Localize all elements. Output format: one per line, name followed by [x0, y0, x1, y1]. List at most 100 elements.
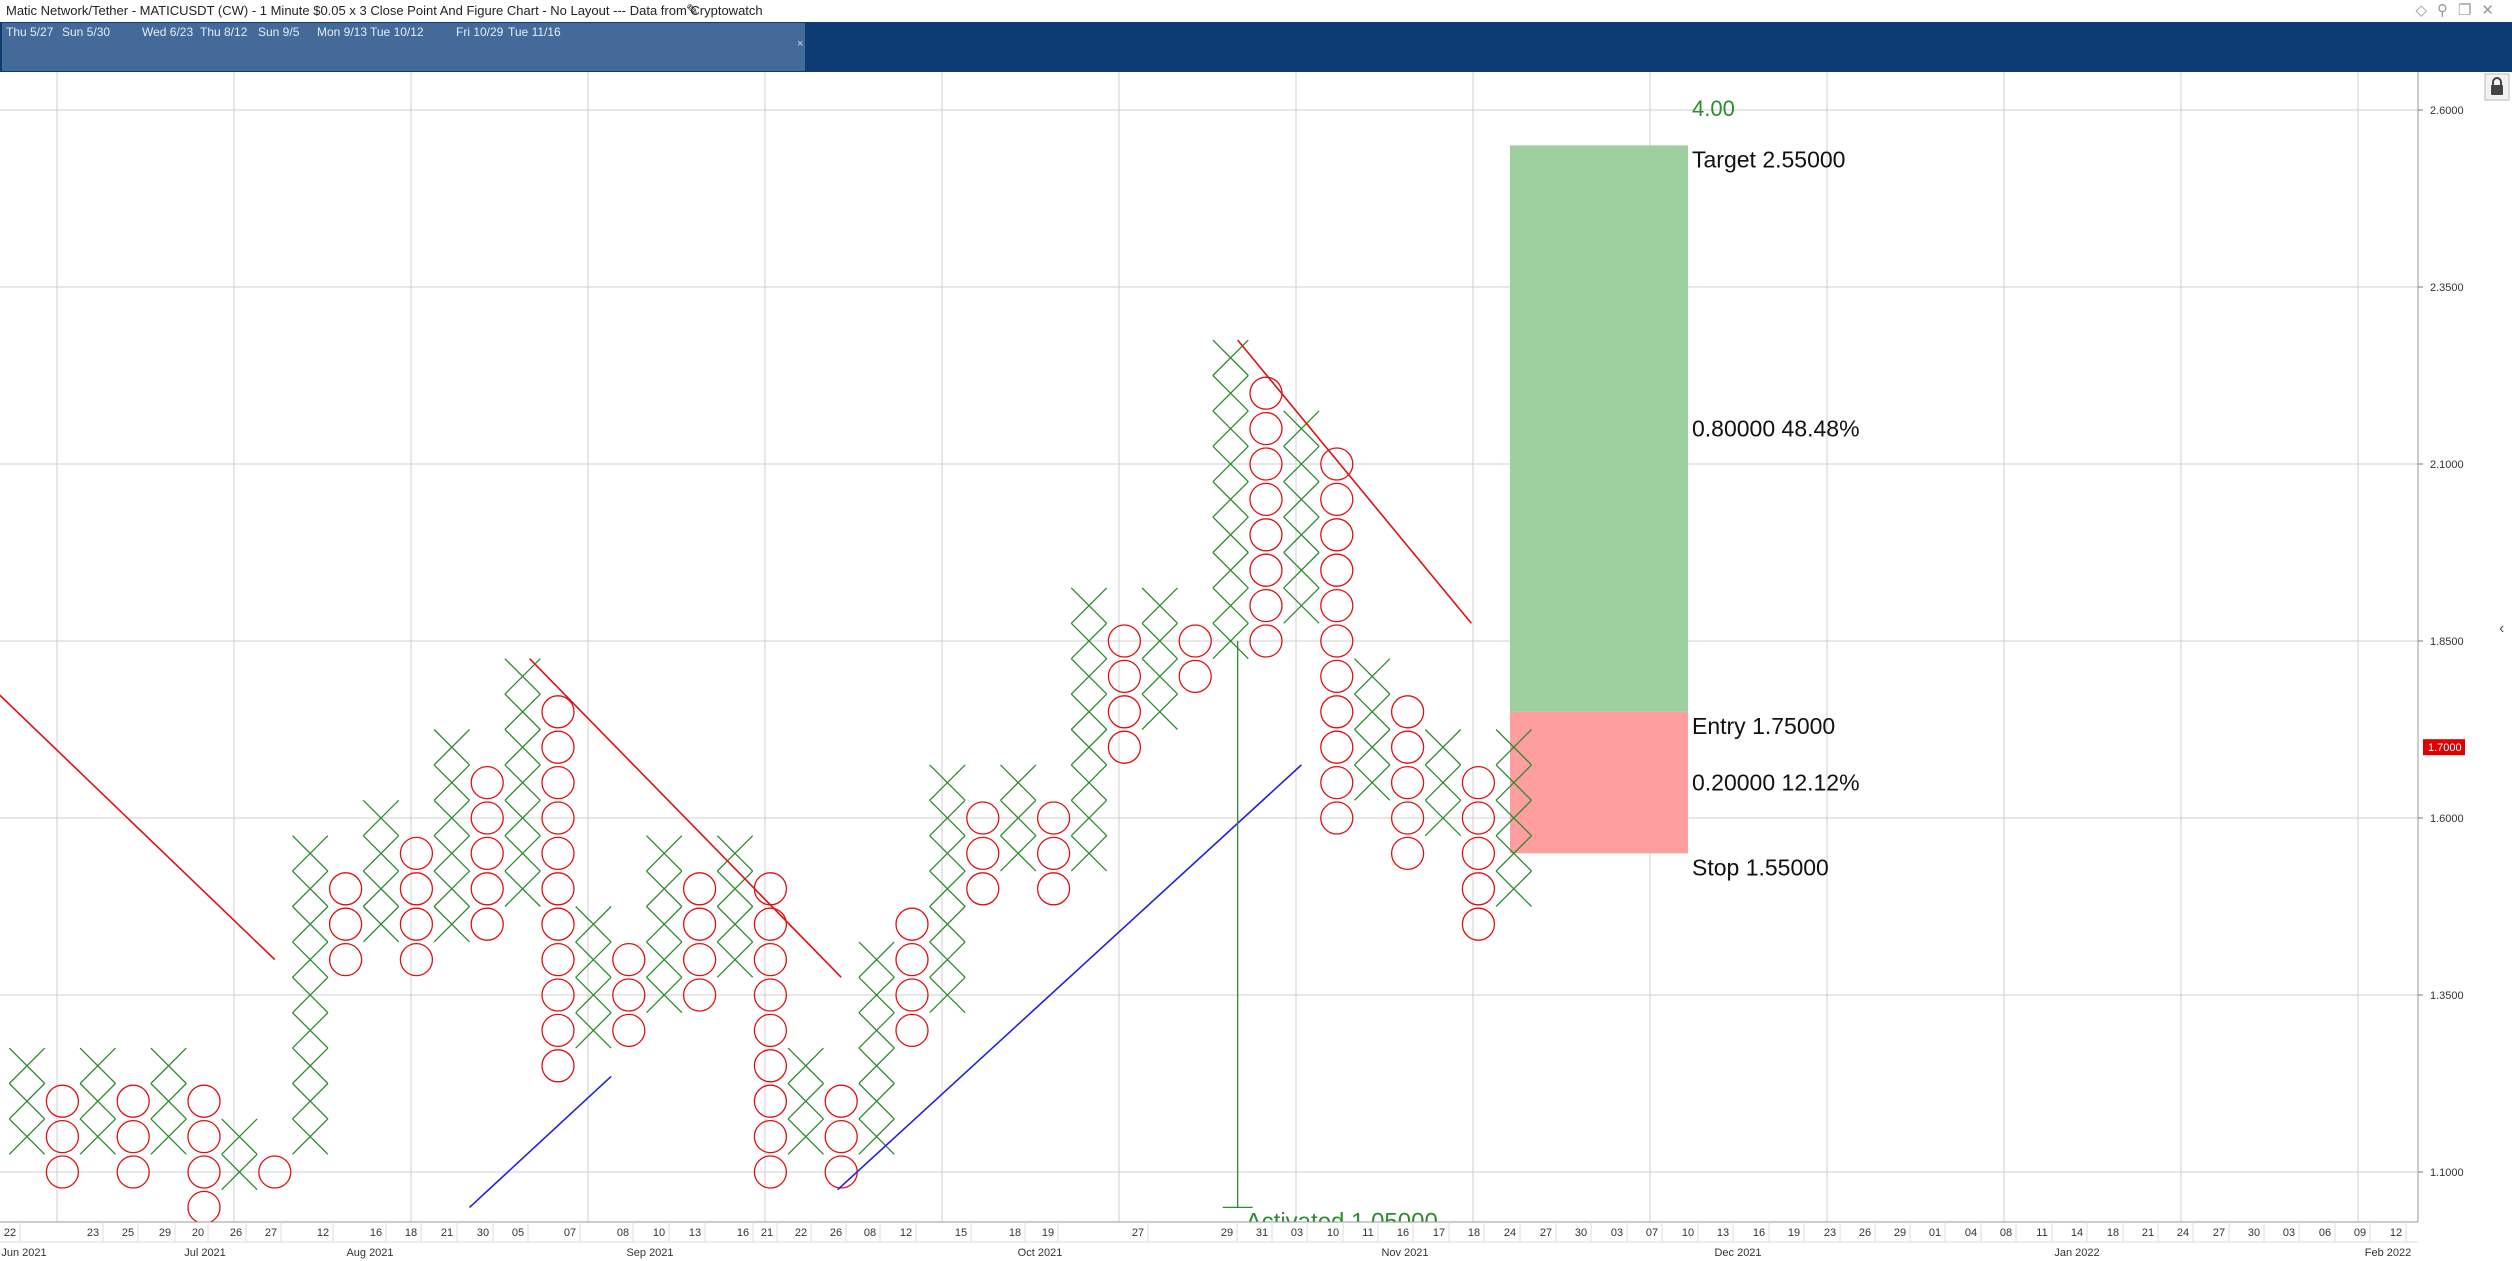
- x-month-label: Nov 2021: [1381, 1247, 1428, 1259]
- x-day-label: 30: [477, 1227, 489, 1239]
- o-box: [1320, 624, 1354, 658]
- o-box: [824, 1119, 858, 1154]
- o-box: [1320, 447, 1354, 481]
- navigator-close-icon[interactable]: ×: [797, 38, 804, 50]
- o-box: [1036, 872, 1071, 906]
- o-box: [612, 978, 646, 1012]
- o-box: [895, 907, 929, 941]
- x-day-label: 11: [1362, 1227, 1373, 1239]
- navigator-label: Sun 9/5: [258, 25, 300, 39]
- x-day-label: 10: [1327, 1227, 1339, 1239]
- x-box: [716, 906, 754, 943]
- x-box: [929, 835, 966, 872]
- x-box: [1070, 729, 1108, 766]
- x-box: [1212, 410, 1249, 447]
- x-day-label: 14: [2071, 1227, 2083, 1239]
- o-box: [1320, 659, 1354, 694]
- chevron-left-icon[interactable]: ‹: [2499, 620, 2505, 637]
- y-tick-label: 1.1000: [2430, 1167, 2464, 1179]
- x-day-label: 18: [405, 1227, 417, 1239]
- x-box: [150, 1118, 187, 1155]
- x-box: [1070, 799, 1108, 837]
- window-controls[interactable]: ◇⚲❐✕: [2415, 2, 2504, 19]
- x-box: [1283, 587, 1320, 624]
- x-box: [858, 1083, 895, 1120]
- o-box: [1390, 836, 1425, 871]
- o-box: [1461, 907, 1496, 941]
- x-day-label: 21: [2142, 1227, 2154, 1239]
- x-month-label: Feb 2022: [2365, 1247, 2411, 1259]
- o-box: [612, 942, 646, 977]
- x-day-label: 23: [87, 1227, 99, 1239]
- navigator-label: Wed 6/23: [142, 25, 194, 39]
- x-box: [1424, 729, 1462, 766]
- x-day-label: 29: [159, 1227, 171, 1239]
- o-box: [1320, 801, 1354, 835]
- x-box: [433, 764, 470, 801]
- y-tick-label: 1.8500: [2430, 636, 2464, 648]
- y-axis: 2.6000 2.3500 2.1000 1.8500 1.6000 1.3500 1.10…: [2418, 105, 2465, 1179]
- o-box: [1320, 588, 1354, 623]
- trend-line: [837, 764, 1302, 1191]
- x-day-label: 08: [617, 1227, 629, 1239]
- pnf-chart[interactable]: 4.00 Target 2.55000 0.80000 48.48% Entry 1.…: [0, 72, 2512, 1261]
- x-box: [1424, 799, 1462, 837]
- o-box: [1390, 801, 1425, 835]
- o-box: [1320, 553, 1354, 587]
- x-month-label: Sep 2021: [626, 1247, 673, 1259]
- x-day-label: 18: [2107, 1227, 2119, 1239]
- x-box: [1212, 481, 1249, 518]
- trend-line: [468, 1075, 612, 1208]
- x-day-label: 23: [1824, 1227, 1836, 1239]
- o-box: [541, 765, 575, 800]
- reward-label: 0.80000 48.48%: [1692, 416, 1860, 442]
- trade-boxes: [1510, 145, 1688, 854]
- x-box: [858, 1118, 895, 1155]
- o-box: [45, 1084, 80, 1118]
- o-box: [1249, 588, 1283, 623]
- o-box: [753, 942, 788, 977]
- o-box: [1036, 836, 1071, 871]
- o-box: [753, 1013, 788, 1048]
- o-box: [45, 1119, 80, 1154]
- x-day-label: 08: [864, 1227, 876, 1239]
- x-box: [433, 835, 470, 872]
- navigator-window[interactable]: [2, 23, 805, 71]
- o-box: [966, 872, 1000, 906]
- x-day-label: 29: [1894, 1227, 1906, 1239]
- o-box: [753, 978, 788, 1012]
- x-box: [575, 976, 612, 1014]
- o-box: [470, 907, 504, 941]
- navigator-label: Sun 5/30: [62, 25, 111, 39]
- x-box: [858, 1047, 895, 1084]
- x-box: [362, 906, 400, 943]
- o-box: [1178, 624, 1212, 658]
- o-box: [258, 1155, 292, 1189]
- lock-icon[interactable]: [2483, 72, 2511, 102]
- o-box: [399, 907, 434, 941]
- x-box: [292, 1047, 329, 1084]
- x-day-label: 13: [1717, 1227, 1729, 1239]
- o-box: [1461, 801, 1496, 835]
- o-box: [541, 695, 575, 729]
- x-day-label: 19: [1042, 1227, 1054, 1239]
- x-box: [1212, 375, 1249, 412]
- o-box: [1390, 765, 1425, 800]
- x-box: [1141, 587, 1178, 624]
- x-box: [1141, 693, 1178, 730]
- o-box: [1390, 730, 1425, 764]
- o-box: [1107, 695, 1142, 729]
- o-box: [328, 942, 363, 977]
- x-box: [1283, 552, 1320, 589]
- x-box: [1283, 410, 1320, 447]
- x-month-label: Jan 2022: [2054, 1247, 2099, 1259]
- o-box: [895, 978, 929, 1012]
- x-box: [716, 835, 754, 872]
- x-box: [221, 1153, 258, 1191]
- x-day-label: 26: [830, 1227, 842, 1239]
- x-day-label: 16: [1753, 1227, 1765, 1239]
- x-day-label: 27: [1132, 1227, 1144, 1239]
- edit-title-icon[interactable]: ✎: [686, 2, 699, 19]
- x-box: [292, 976, 329, 1014]
- x-day-label: 17: [1433, 1227, 1445, 1239]
